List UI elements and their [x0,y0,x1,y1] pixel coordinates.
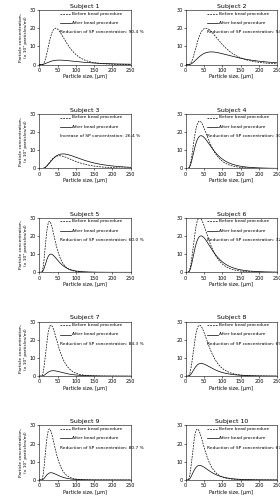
Title: Subject 5: Subject 5 [70,212,100,216]
X-axis label: Particle size, [μm]: Particle size, [μm] [209,386,253,390]
Text: Reduction of SP concentration: 94.0 %: Reduction of SP concentration: 94.0 % [207,30,280,34]
Title: Subject 3: Subject 3 [70,108,100,113]
Title: Subject 10: Subject 10 [215,420,248,424]
X-axis label: Particle size, [μm]: Particle size, [μm] [209,490,253,494]
Text: After bead procedure: After bead procedure [72,125,119,129]
Text: Reduction of SP concentration: 60.0 %: Reduction of SP concentration: 60.0 % [60,238,144,242]
Y-axis label: Particle concentration,
(x 10⁴ particles/ml): Particle concentration, (x 10⁴ particles… [20,324,28,374]
Text: After bead procedure: After bead procedure [219,436,265,440]
Text: After bead procedure: After bead procedure [72,21,119,25]
Text: Reduction of SP concentration: 69.9 %: Reduction of SP concentration: 69.9 % [207,342,280,345]
Title: Subject 4: Subject 4 [217,108,246,113]
Text: Before bead procedure: Before bead procedure [219,220,269,224]
Y-axis label: Particle concentration,
(x 10⁴ particles/ml): Particle concentration, (x 10⁴ particles… [20,428,28,477]
Title: Subject 2: Subject 2 [217,4,246,9]
Text: Reduction of SP concentration: 80.7 %: Reduction of SP concentration: 80.7 % [60,446,144,450]
Text: Reduction of SP concentration: 32.9 %: Reduction of SP concentration: 32.9 % [207,238,280,242]
Text: Before bead procedure: Before bead procedure [72,323,122,327]
Text: Reduction of SP concentration: 84.3 %: Reduction of SP concentration: 84.3 % [60,342,144,345]
Y-axis label: Particle concentration,
(x 10⁴ particles/ml): Particle concentration, (x 10⁴ particles… [20,116,28,166]
Text: After bead procedure: After bead procedure [219,332,265,336]
X-axis label: Particle size, [μm]: Particle size, [μm] [63,74,107,79]
Text: After bead procedure: After bead procedure [219,125,265,129]
Text: Before bead procedure: Before bead procedure [219,116,269,119]
Text: After bead procedure: After bead procedure [72,228,119,232]
X-axis label: Particle size, [μm]: Particle size, [μm] [209,178,253,183]
X-axis label: Particle size, [μm]: Particle size, [μm] [209,74,253,79]
Text: Reduction of SP concentration: 67.3 %: Reduction of SP concentration: 67.3 % [207,446,280,450]
X-axis label: Particle size, [μm]: Particle size, [μm] [63,282,107,287]
Title: Subject 9: Subject 9 [70,420,100,424]
X-axis label: Particle size, [μm]: Particle size, [μm] [63,490,107,494]
Text: Before bead procedure: Before bead procedure [72,220,122,224]
X-axis label: Particle size, [μm]: Particle size, [μm] [63,178,107,183]
Y-axis label: Particle concentration,
(x 10⁴ particles/ml): Particle concentration, (x 10⁴ particles… [20,220,28,270]
Text: Before bead procedure: Before bead procedure [72,116,122,119]
Title: Subject 6: Subject 6 [217,212,246,216]
Text: After bead procedure: After bead procedure [72,436,119,440]
Text: After bead procedure: After bead procedure [219,21,265,25]
Y-axis label: Particle concentration,
(x 10⁴ particles/ml): Particle concentration, (x 10⁴ particles… [20,13,28,62]
X-axis label: Particle size, [μm]: Particle size, [μm] [209,282,253,287]
Text: Before bead procedure: Before bead procedure [219,323,269,327]
Text: Before bead procedure: Before bead procedure [219,427,269,431]
Text: Before bead procedure: Before bead procedure [219,12,269,16]
Text: After bead procedure: After bead procedure [219,228,265,232]
X-axis label: Particle size, [μm]: Particle size, [μm] [63,386,107,390]
Text: Before bead procedure: Before bead procedure [72,427,122,431]
Text: Before bead procedure: Before bead procedure [72,12,122,16]
Text: Increase of SP concentration: 26.4 %: Increase of SP concentration: 26.4 % [60,134,141,138]
Text: After bead procedure: After bead procedure [72,332,119,336]
Text: Reduction of SP concentration: 90.4 %: Reduction of SP concentration: 90.4 % [60,30,144,34]
Text: Reduction of SP concentration: 30.0 %: Reduction of SP concentration: 30.0 % [207,134,280,138]
Title: Subject 1: Subject 1 [70,4,100,9]
Title: Subject 7: Subject 7 [70,316,100,320]
Title: Subject 8: Subject 8 [217,316,246,320]
